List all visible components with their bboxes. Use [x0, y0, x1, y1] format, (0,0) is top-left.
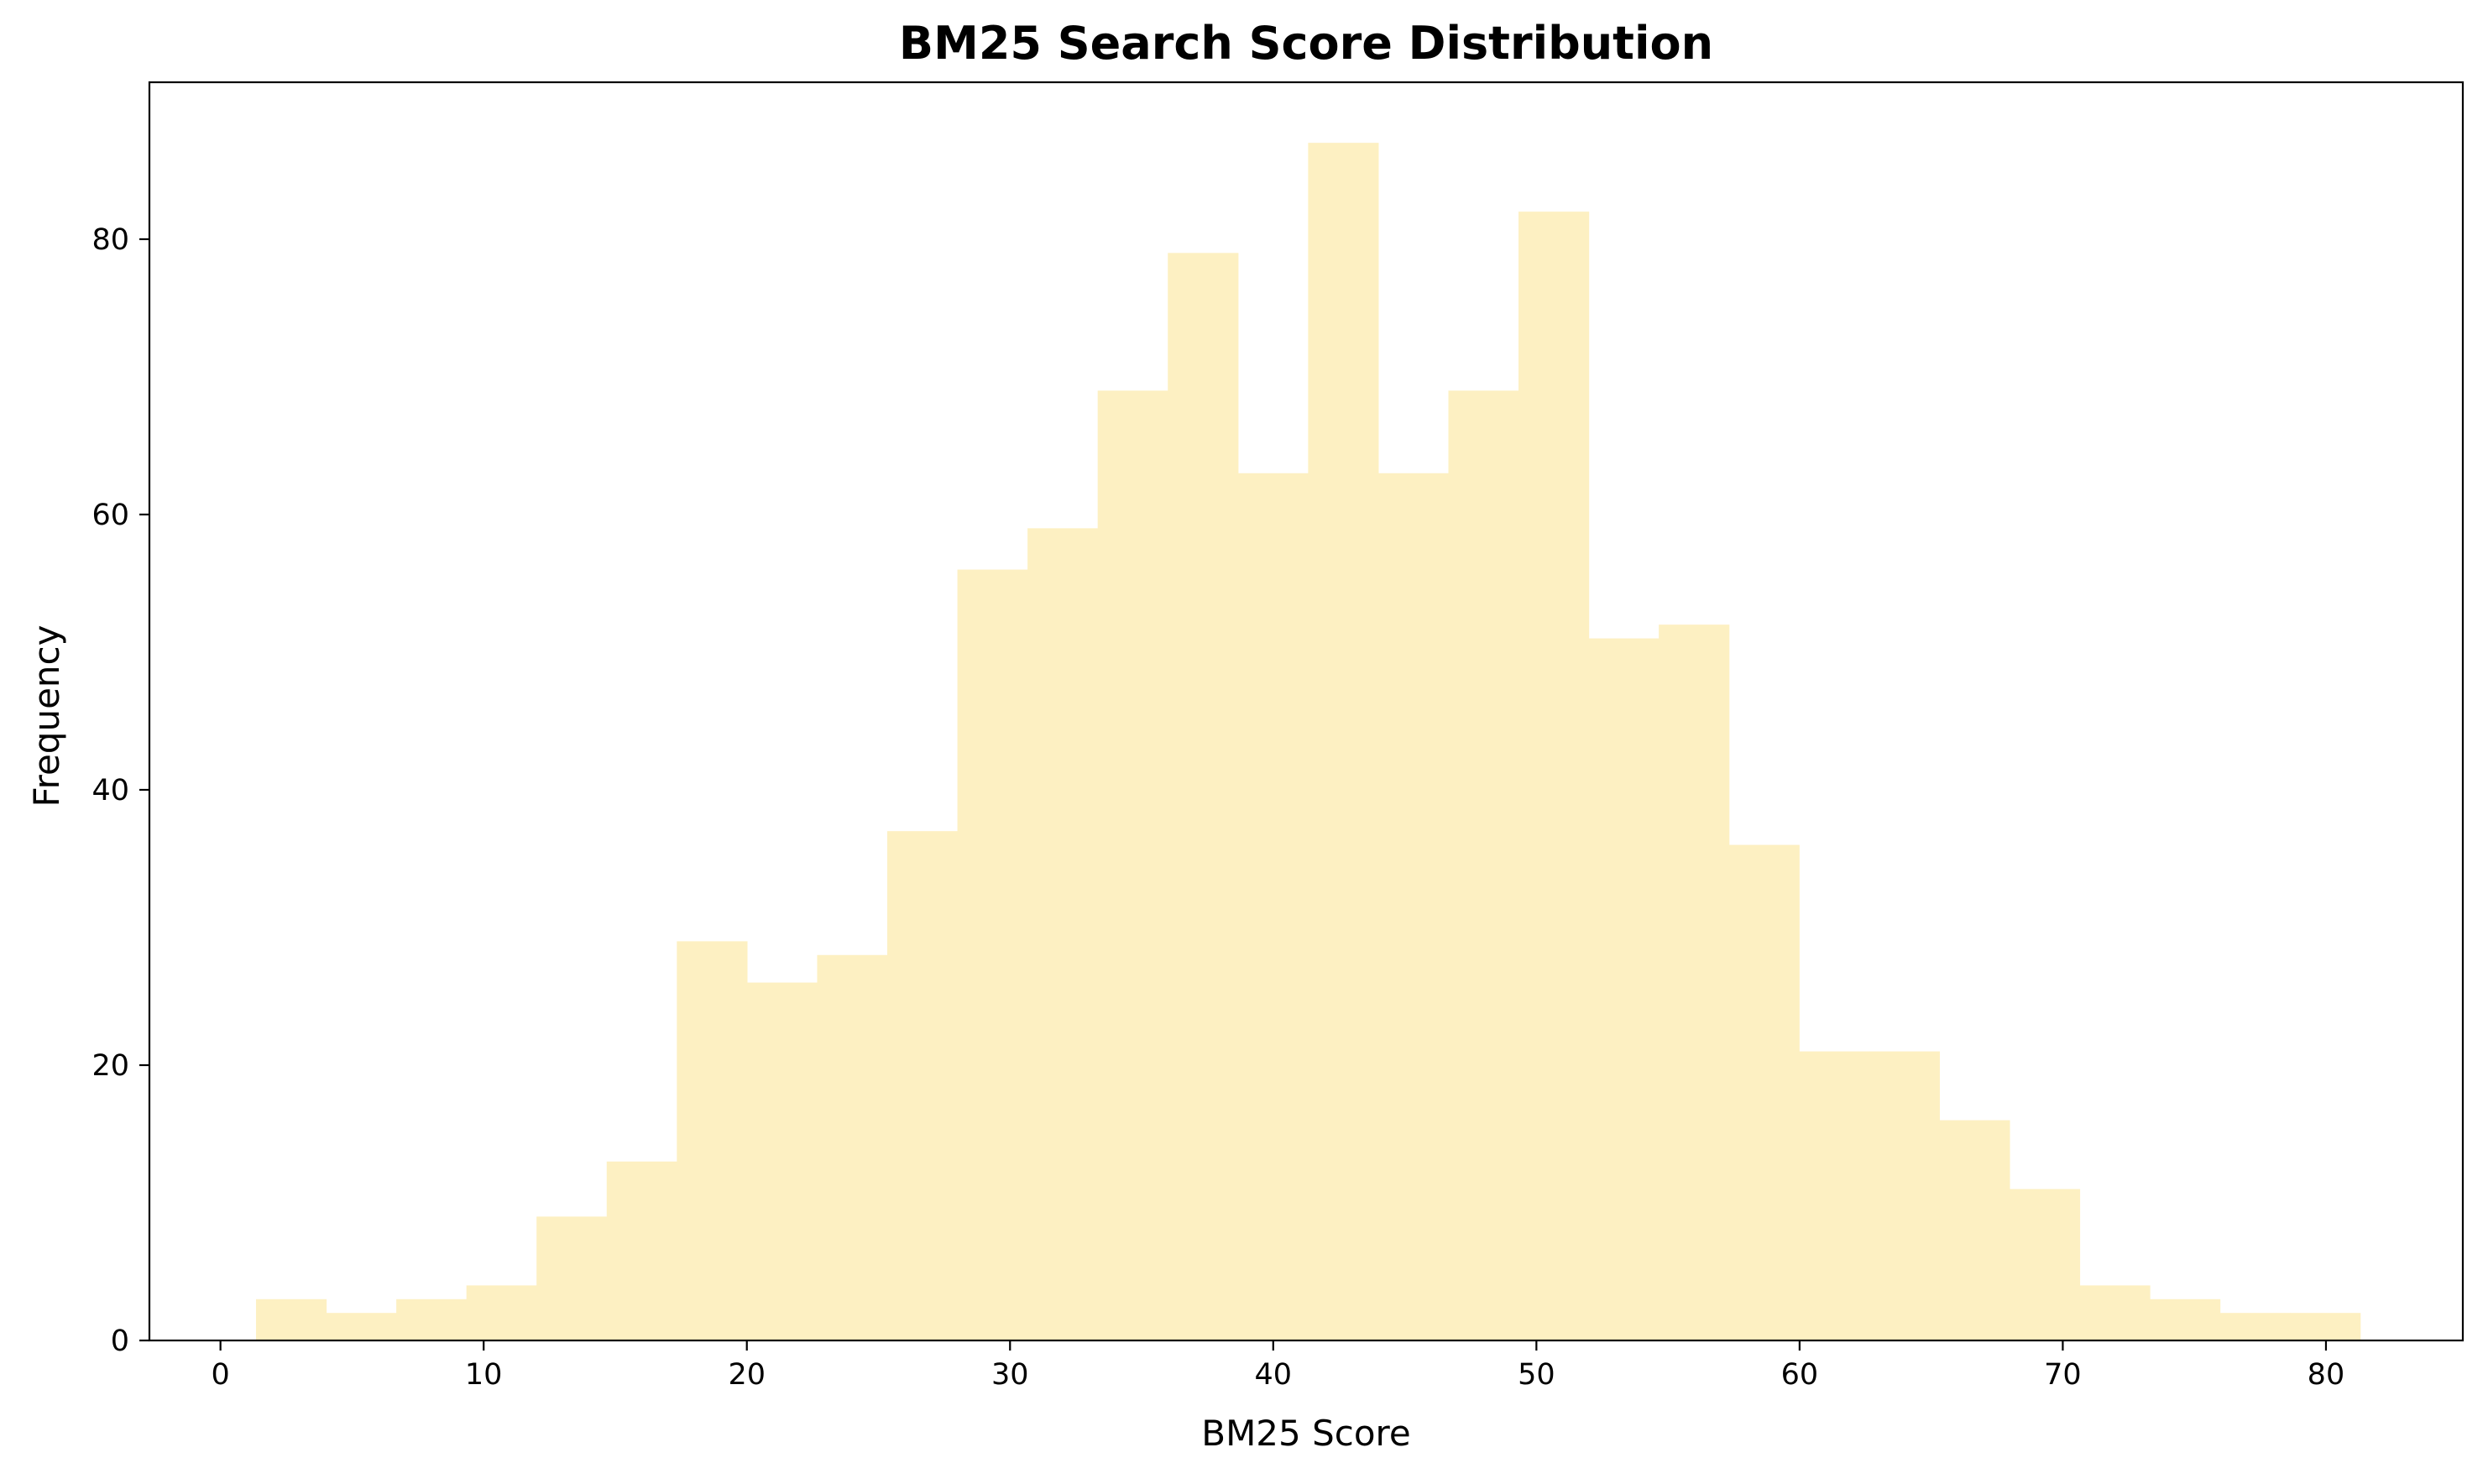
x-tick-label: 70: [2044, 1358, 2082, 1392]
chart-title: BM25 Search Score Distribution: [899, 17, 1713, 70]
histogram-bar: [536, 1216, 608, 1340]
histogram-bar: [1799, 1051, 1870, 1340]
histogram-bar: [396, 1298, 468, 1340]
y-tick-label: 0: [111, 1325, 129, 1358]
histogram-bar: [677, 941, 748, 1340]
plot-frame: [148, 81, 2464, 1342]
axes-layer: 0 10 20 30 40 50 60 70 80 0 20 40 60 80: [91, 81, 2464, 1392]
x-tick-label: 20: [728, 1358, 766, 1392]
histogram-bar: [466, 1285, 537, 1340]
x-axis-label: BM25 Score: [1201, 1413, 1410, 1454]
histogram-bar: [1237, 473, 1309, 1340]
histogram-bar: [817, 954, 888, 1340]
histogram-bar: [1448, 390, 1519, 1340]
histogram-bar: [2290, 1313, 2361, 1340]
histogram-bar: [887, 831, 959, 1340]
histogram-bar: [1869, 1051, 1940, 1340]
x-tick-label: 40: [1255, 1358, 1293, 1392]
x-tick-label: 30: [991, 1358, 1029, 1392]
histogram-bar: [1097, 390, 1168, 1340]
y-tick-label: 20: [91, 1049, 129, 1083]
histogram-bar: [2150, 1298, 2221, 1340]
x-tick-label: 80: [2308, 1358, 2345, 1392]
histogram-bar: [2219, 1313, 2291, 1340]
histogram-bar: [255, 1298, 327, 1340]
histogram-bar: [1588, 638, 1660, 1340]
y-tick-label: 60: [91, 499, 129, 532]
x-tick-label: 10: [465, 1358, 503, 1392]
histogram-bar: [1027, 528, 1099, 1340]
y-axis-label: Frequency: [26, 625, 67, 807]
histogram-bar: [1377, 473, 1450, 1340]
histogram-bar: [1308, 143, 1379, 1340]
histogram-bar: [2009, 1189, 2081, 1340]
histogram-bar: [1939, 1120, 2010, 1340]
histogram-bar: [2079, 1285, 2151, 1340]
x-tick-label: 50: [1518, 1358, 1555, 1392]
histogram-bar: [1659, 624, 1730, 1340]
bars-layer: [255, 143, 2361, 1340]
histogram-bar: [1518, 212, 1590, 1340]
histogram-bar: [606, 1161, 677, 1340]
x-tick-label: 60: [1781, 1358, 1819, 1392]
histogram-bar: [746, 982, 818, 1340]
histogram-bar: [326, 1313, 397, 1340]
y-tick-label: 40: [91, 774, 129, 807]
histogram-bar: [957, 569, 1028, 1340]
histogram-bar: [1728, 844, 1800, 1340]
y-tick-label: 80: [91, 223, 129, 257]
x-tick-label: 0: [212, 1358, 230, 1392]
histogram-bar: [1168, 253, 1239, 1340]
